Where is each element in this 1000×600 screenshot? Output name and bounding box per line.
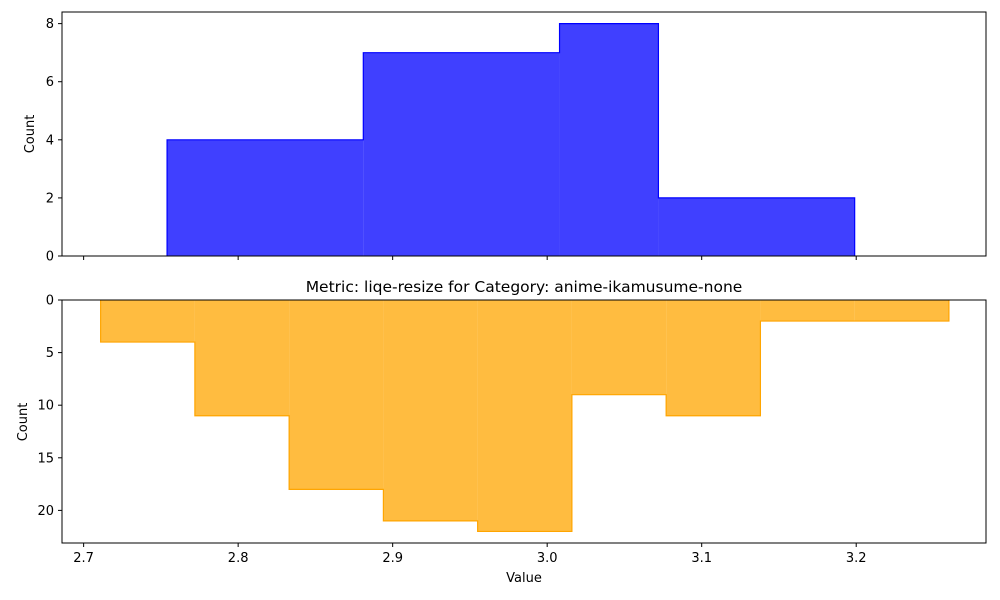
bottom-x-ticks: 2.7 2.8 2.9 3.0 3.1 3.2 bbox=[73, 543, 867, 566]
top-y-tick-label: 2 bbox=[46, 191, 54, 206]
bottom-x-tick-label: 3.0 bbox=[537, 551, 558, 566]
bottom-axes-frame bbox=[61, 299, 987, 544]
bottom-histogram-bar bbox=[477, 300, 572, 532]
bottom-histogram-bar bbox=[194, 300, 290, 416]
bottom-histogram-bar bbox=[666, 300, 761, 416]
top-y-tick-label: 4 bbox=[46, 133, 54, 148]
top-axes-frame bbox=[61, 11, 987, 257]
top-histogram-bar bbox=[167, 139, 364, 256]
bottom-histogram-outline bbox=[100, 300, 950, 533]
bottom-chart-title: Metric: liqe-resize for Category: anime-… bbox=[306, 278, 743, 296]
top-histogram-bar bbox=[658, 197, 855, 256]
bottom-histogram-bar bbox=[289, 300, 384, 490]
bottom-y-tick-label: 20 bbox=[37, 504, 54, 519]
bottom-histogram-bar bbox=[571, 300, 667, 395]
bottom-y-tick-label: 10 bbox=[37, 399, 54, 414]
bottom-y-axis-label: Count bbox=[16, 403, 31, 442]
bottom-x-tick-label: 2.7 bbox=[73, 551, 94, 566]
bottom-x-tick-label: 2.8 bbox=[228, 551, 249, 566]
bottom-x-tick-label: 3.2 bbox=[846, 551, 867, 566]
bottom-y-tick-label: 15 bbox=[37, 451, 54, 466]
bottom-x-tick-label: 3.1 bbox=[691, 551, 712, 566]
bottom-y-tick-label: 5 bbox=[46, 346, 54, 361]
bottom-x-axis-label: Value bbox=[506, 571, 542, 586]
top-y-ticks: 0 2 4 6 8 bbox=[46, 17, 62, 265]
top-y-tick-label: 8 bbox=[46, 17, 54, 32]
top-histogram-bar bbox=[363, 52, 560, 256]
top-y-tick-label: 0 bbox=[46, 250, 54, 265]
top-histogram-bar bbox=[559, 23, 659, 256]
bottom-y-tick-label: 0 bbox=[46, 294, 54, 309]
top-y-tick-label: 6 bbox=[46, 75, 54, 90]
bottom-histogram-bar bbox=[383, 300, 478, 521]
top-x-ticks bbox=[83, 256, 857, 260]
bottom-histogram-bar bbox=[760, 300, 855, 322]
top-histogram-outline bbox=[166, 23, 856, 256]
top-histogram-panel: 0 2 4 6 8 Count bbox=[23, 11, 987, 265]
top-plot-area bbox=[166, 23, 856, 256]
bottom-x-tick-label: 2.9 bbox=[382, 551, 403, 566]
top-y-axis-label: Count bbox=[23, 115, 38, 154]
bottom-histogram-panel: Metric: liqe-resize for Category: anime-… bbox=[16, 278, 987, 586]
bottom-histogram-bar bbox=[854, 300, 949, 322]
bottom-plot-area bbox=[100, 300, 950, 533]
bottom-histogram-bar bbox=[100, 300, 195, 343]
bottom-y-ticks: 0 5 10 15 20 bbox=[37, 294, 62, 519]
